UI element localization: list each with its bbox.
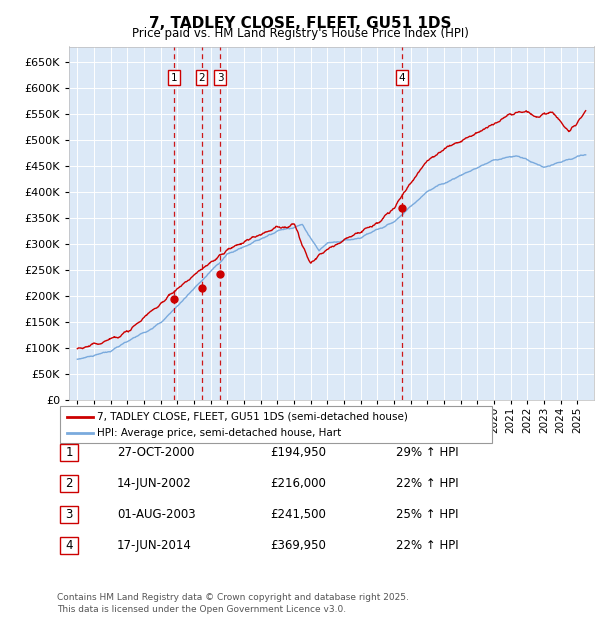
Text: £241,500: £241,500 [270, 508, 326, 521]
Text: 2: 2 [198, 73, 205, 82]
Text: £369,950: £369,950 [270, 539, 326, 552]
Text: HPI: Average price, semi-detached house, Hart: HPI: Average price, semi-detached house,… [97, 428, 341, 438]
Text: 3: 3 [217, 73, 224, 82]
Text: Contains HM Land Registry data © Crown copyright and database right 2025.
This d: Contains HM Land Registry data © Crown c… [57, 593, 409, 614]
Text: 7, TADLEY CLOSE, FLEET, GU51 1DS: 7, TADLEY CLOSE, FLEET, GU51 1DS [149, 16, 451, 30]
Text: 4: 4 [398, 73, 405, 82]
Text: £216,000: £216,000 [270, 477, 326, 490]
Text: 1: 1 [171, 73, 178, 82]
Text: 7, TADLEY CLOSE, FLEET, GU51 1DS (semi-detached house): 7, TADLEY CLOSE, FLEET, GU51 1DS (semi-d… [97, 412, 408, 422]
Text: Price paid vs. HM Land Registry's House Price Index (HPI): Price paid vs. HM Land Registry's House … [131, 27, 469, 40]
Text: 3: 3 [65, 508, 73, 521]
Text: 22% ↑ HPI: 22% ↑ HPI [396, 477, 458, 490]
Text: 22% ↑ HPI: 22% ↑ HPI [396, 539, 458, 552]
Text: 2: 2 [65, 477, 73, 490]
Text: 27-OCT-2000: 27-OCT-2000 [117, 446, 194, 459]
Text: 4: 4 [65, 539, 73, 552]
Text: 29% ↑ HPI: 29% ↑ HPI [396, 446, 458, 459]
Text: 1: 1 [65, 446, 73, 459]
Text: £194,950: £194,950 [270, 446, 326, 459]
Text: 17-JUN-2014: 17-JUN-2014 [117, 539, 192, 552]
Text: 14-JUN-2002: 14-JUN-2002 [117, 477, 192, 490]
Text: 25% ↑ HPI: 25% ↑ HPI [396, 508, 458, 521]
Text: 01-AUG-2003: 01-AUG-2003 [117, 508, 196, 521]
